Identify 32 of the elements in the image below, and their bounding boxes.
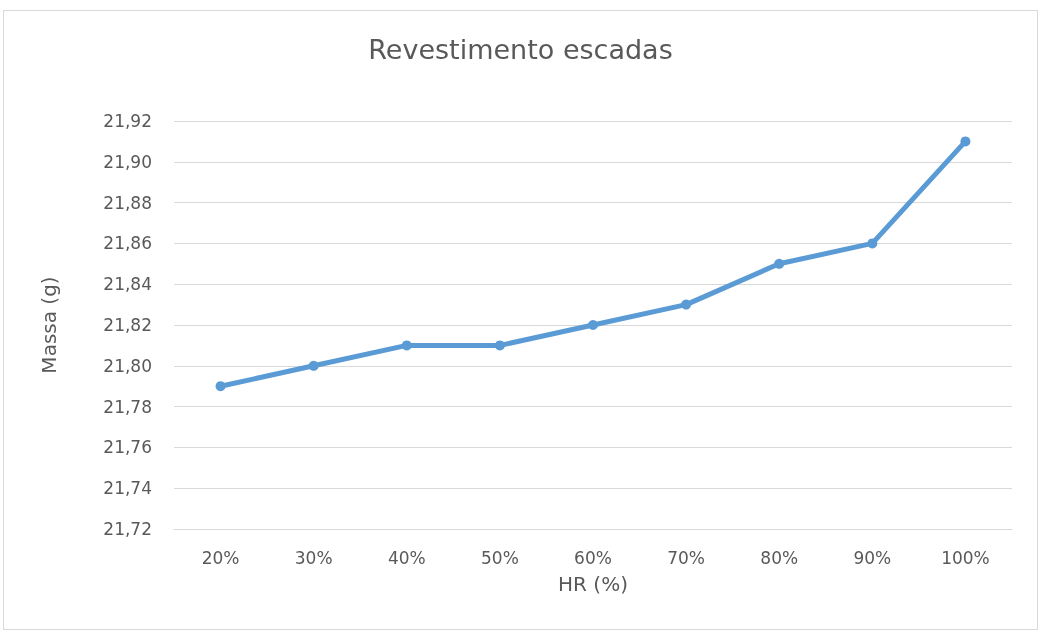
point bbox=[494, 340, 505, 351]
y-tick-label: 21,76 bbox=[103, 437, 152, 458]
x-tick-label: 70% bbox=[667, 547, 706, 568]
point bbox=[867, 238, 878, 249]
y-tick-label: 21,82 bbox=[103, 315, 152, 335]
x-tick-label: 30% bbox=[294, 547, 333, 568]
point bbox=[681, 299, 692, 310]
x-axis-title: HR (%) bbox=[558, 572, 628, 596]
y-tick-label: 21,92 bbox=[103, 111, 152, 131]
y-tick-label: 21,86 bbox=[103, 233, 152, 254]
y-tick-label: 21,74 bbox=[103, 478, 152, 499]
x-tick-label: 100% bbox=[941, 547, 990, 568]
point bbox=[588, 320, 598, 330]
x-tick-label: 50% bbox=[480, 547, 519, 568]
point bbox=[960, 136, 971, 147]
x-tick-label: 40% bbox=[387, 547, 426, 568]
x-tick-label: 20% bbox=[201, 547, 240, 568]
x-tick-label: 80% bbox=[760, 547, 799, 568]
point bbox=[774, 258, 785, 269]
point bbox=[308, 360, 319, 371]
y-tick-label: 21,78 bbox=[103, 396, 152, 417]
chart-title: Revestimento escadas bbox=[368, 34, 673, 65]
x-tick-label: 90% bbox=[853, 547, 892, 568]
point bbox=[215, 381, 226, 392]
x-tick-label: 60% bbox=[574, 547, 612, 568]
point bbox=[401, 340, 412, 351]
y-tick-label: 21,72 bbox=[103, 519, 152, 539]
y-tick-label: 21,88 bbox=[103, 192, 152, 213]
y-tick-label: 21,90 bbox=[103, 151, 152, 172]
y-tick-label: 21,84 bbox=[103, 274, 152, 295]
y-axis-title: Massa (g) bbox=[37, 276, 61, 374]
y-tick-label: 21,80 bbox=[103, 355, 152, 376]
